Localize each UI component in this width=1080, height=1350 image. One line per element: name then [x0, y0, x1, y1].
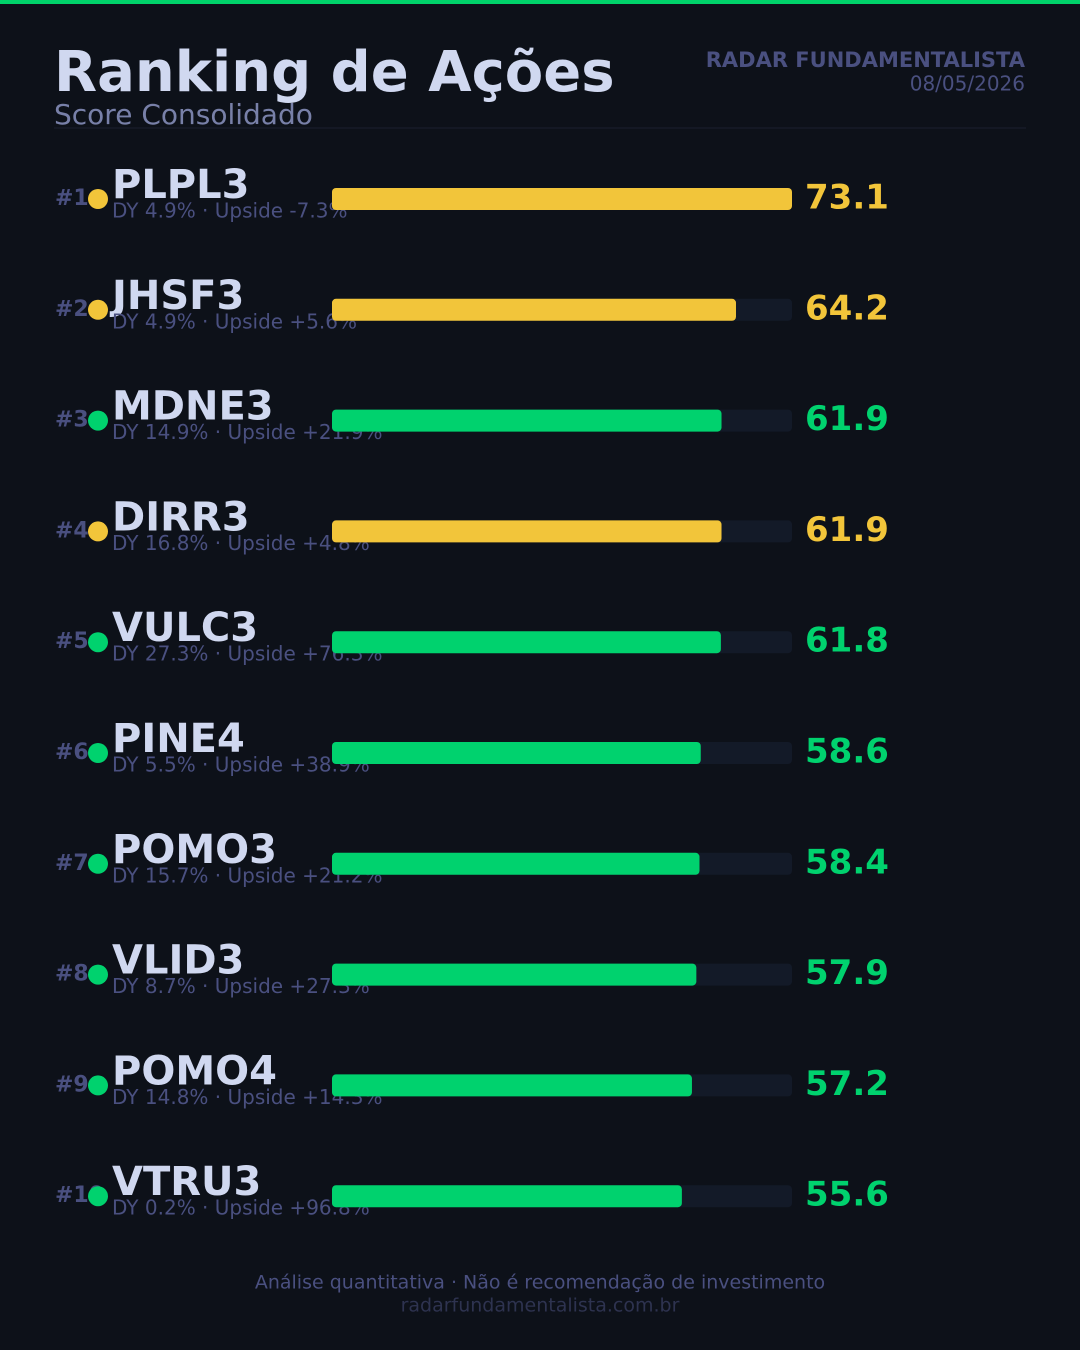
ticker-label: PLPL3 [112, 162, 249, 208]
status-dot [88, 1186, 108, 1207]
rank-label: #2 [55, 297, 89, 322]
score-label: 61.9 [805, 399, 889, 439]
score-label: 57.9 [805, 953, 889, 993]
rank-label: #5 [55, 629, 89, 654]
detail-label: DY 8.7% · Upside +27.3% [112, 974, 370, 998]
detail-label: DY 5.5% · Upside +38.9% [112, 753, 370, 777]
rank-label: #4 [55, 518, 89, 543]
score-label: 61.9 [805, 510, 889, 550]
rank-label: #8 [55, 962, 89, 987]
date: 08/05/2026 [910, 72, 1025, 96]
status-dot [88, 743, 108, 763]
ticker-label: VULC3 [112, 605, 258, 651]
bar [332, 1185, 682, 1208]
detail-label: DY 16.8% · Upside +4.8% [112, 531, 370, 555]
bar [332, 742, 701, 764]
score-label: 58.4 [805, 842, 889, 882]
bar [332, 963, 697, 986]
score-label: 61.8 [805, 621, 889, 661]
ticker-label: PINE4 [112, 716, 245, 762]
status-dot [88, 521, 108, 542]
ticker-label: VTRU3 [112, 1159, 261, 1205]
status-dot [88, 189, 108, 209]
status-dot [88, 632, 108, 653]
bar [332, 298, 736, 321]
status-dot [88, 1075, 108, 1096]
score-label: 58.6 [805, 732, 889, 772]
footer-note: Análise quantitativa · Não é recomendaçã… [255, 1272, 825, 1294]
detail-label: DY 0.2% · Upside +96.8% [112, 1196, 370, 1220]
score-label: 55.6 [805, 1175, 889, 1215]
footer-url: radarfundamentalista.com.br [401, 1295, 680, 1317]
ticker-label: VLID3 [112, 938, 244, 984]
status-dot [88, 964, 108, 985]
bar [332, 409, 722, 432]
rank-label: #6 [55, 740, 89, 765]
score-label: 64.2 [805, 288, 889, 328]
detail-label: DY 4.9% · Upside +5.6% [112, 309, 357, 333]
rank-label: #7 [55, 851, 89, 876]
status-dot [88, 410, 108, 431]
rank-label: #3 [55, 408, 89, 433]
bar [332, 188, 792, 210]
top-accent [0, 0, 1080, 4]
ticker-label: JHSF3 [109, 273, 244, 319]
score-label: 73.1 [805, 178, 889, 218]
status-dot [88, 299, 108, 320]
detail-label: DY 4.9% · Upside -7.3% [112, 199, 347, 223]
bar [332, 520, 722, 543]
chart-subtitle: Score Consolidado [54, 98, 313, 131]
rank-label: #1 [55, 186, 89, 211]
rank-label: #9 [55, 1072, 89, 1097]
ticker-label: MDNE3 [112, 384, 274, 430]
bar [332, 631, 721, 654]
ticker-label: DIRR3 [112, 494, 250, 540]
bar [332, 1074, 692, 1097]
ticker-label: POMO3 [112, 827, 277, 873]
chart-title: Ranking de Ações [54, 40, 615, 105]
bar [332, 852, 700, 875]
ticker-label: POMO4 [112, 1048, 277, 1094]
status-dot [88, 853, 108, 874]
score-label: 57.2 [805, 1064, 889, 1104]
brand: RADAR FUNDAMENTALISTA [706, 48, 1026, 72]
